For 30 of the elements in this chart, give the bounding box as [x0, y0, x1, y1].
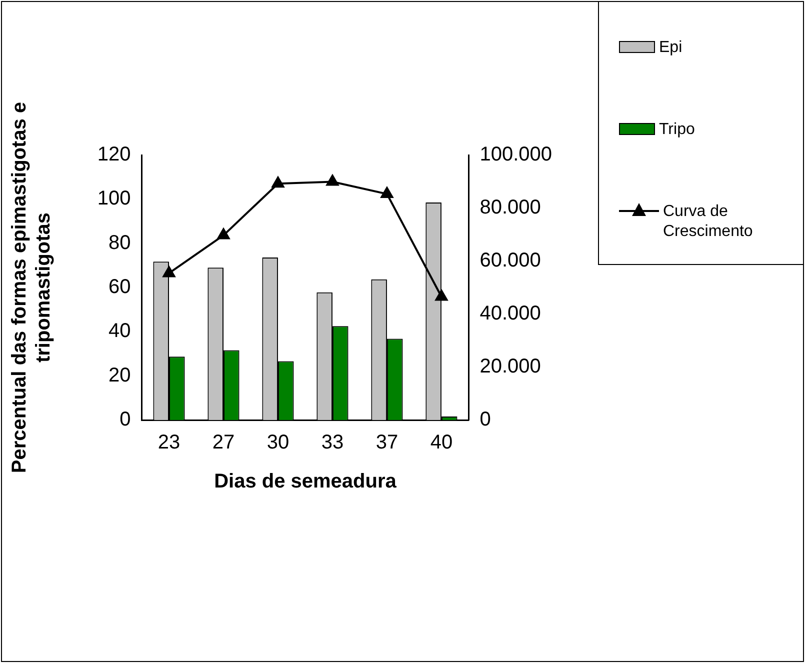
legend-label: Epi: [659, 38, 684, 58]
y-tick-label: 100: [97, 188, 131, 210]
y-tick-label: 80: [108, 232, 131, 254]
y2-tick-label: 40.000: [480, 302, 541, 325]
legend-label: Curva de Crescimento: [663, 202, 754, 242]
x-axis-title: Dias de semeadura: [214, 470, 398, 493]
point: [380, 186, 394, 198]
x-tick-label: 30: [266, 432, 290, 454]
x-tick-label: 33: [321, 432, 344, 454]
x-tick-label: 27: [212, 432, 235, 454]
y-tick-label: 40: [108, 320, 131, 342]
y2-tick-label: 100.000: [480, 144, 552, 166]
point: [272, 176, 284, 188]
y-tick-label: 120: [97, 144, 131, 166]
y-axis-title: Percentual das formas epimastigotas e tripomastigotas: [8, 102, 55, 474]
point: [162, 266, 176, 278]
y2-tick-label: 80.000: [480, 196, 541, 219]
point: [217, 228, 230, 240]
x-tick-label: 23: [158, 432, 180, 454]
y-tick-label: 0: [120, 408, 131, 431]
legend-label: Tripo: [659, 120, 696, 140]
y-tick-label: 60: [108, 276, 131, 298]
x-tick-label: 37: [376, 432, 398, 454]
point: [435, 290, 448, 301]
point: [326, 174, 339, 186]
y2-tick-label: 0: [480, 408, 491, 431]
y2-tick-label: 20.000: [480, 356, 541, 378]
y-tick-label: 20: [108, 364, 131, 386]
x-tick-label: 40: [430, 432, 453, 454]
y2-tick-label: 60.000: [480, 250, 541, 272]
